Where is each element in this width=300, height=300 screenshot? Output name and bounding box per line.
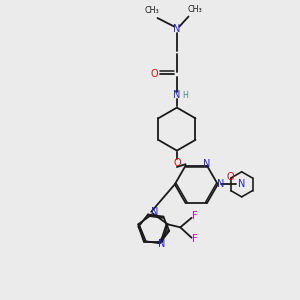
Text: N: N (238, 179, 245, 189)
Text: O: O (173, 158, 181, 168)
Text: F: F (192, 211, 197, 221)
Text: F: F (192, 234, 197, 244)
Text: N: N (203, 159, 211, 169)
Text: N: N (151, 207, 158, 217)
Text: N: N (173, 24, 181, 34)
Text: N: N (173, 90, 181, 100)
Text: N: N (217, 179, 224, 189)
Text: O: O (227, 172, 235, 182)
Text: CH₃: CH₃ (144, 6, 159, 15)
Text: H: H (182, 91, 188, 100)
Text: CH₃: CH₃ (188, 4, 202, 14)
Text: N: N (158, 239, 166, 249)
Text: O: O (151, 69, 158, 79)
